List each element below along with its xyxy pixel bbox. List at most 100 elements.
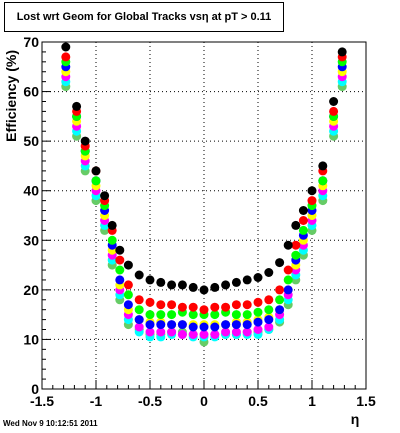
data-point [264, 315, 274, 325]
data-point [231, 277, 241, 287]
x-tick-label: -0.5 [138, 393, 162, 409]
data-points [61, 42, 347, 347]
y-tick-label: 50 [23, 133, 39, 149]
data-point [72, 101, 82, 111]
data-point [275, 295, 285, 305]
data-point [242, 310, 252, 320]
data-point [283, 240, 293, 250]
data-point [329, 106, 339, 116]
data-point [210, 322, 220, 332]
data-point [231, 320, 241, 330]
data-point [242, 275, 252, 285]
data-point [242, 320, 252, 330]
data-point [199, 305, 209, 315]
y-tick-label: 30 [23, 232, 39, 248]
data-point [115, 255, 125, 265]
data-point [156, 320, 166, 330]
data-point [221, 302, 231, 312]
data-point [188, 330, 198, 339]
data-point [167, 280, 177, 290]
data-point [253, 307, 263, 317]
data-point [145, 327, 155, 337]
y-tick-label: 60 [23, 84, 39, 100]
y-tick-label: 20 [23, 282, 39, 298]
data-point [134, 322, 144, 332]
data-point [177, 320, 187, 330]
data-point [283, 285, 293, 295]
data-point [242, 300, 252, 310]
x-tick-label: 0 [200, 393, 208, 409]
data-point [210, 282, 220, 292]
data-point [307, 196, 317, 206]
data-point [253, 273, 263, 282]
data-point [61, 42, 71, 52]
data-point [145, 310, 155, 320]
y-tick-label: 40 [23, 183, 39, 199]
data-point [210, 330, 220, 339]
data-point [264, 268, 274, 277]
data-point [253, 297, 263, 307]
data-point [156, 310, 166, 320]
data-point [177, 302, 187, 312]
data-point [253, 325, 263, 334]
data-point [188, 310, 198, 320]
data-point [264, 322, 274, 332]
data-point [107, 220, 117, 230]
data-point [199, 330, 209, 339]
tick-labels: -1.5 -1 -0.5 0 0.5 1 1.5 0 10 20 30 40 50 60 70 [23, 34, 376, 409]
data-point [167, 310, 177, 320]
y-tick-label: 0 [31, 381, 39, 397]
data-point [115, 275, 125, 285]
data-point [275, 305, 285, 315]
y-tick-label: 70 [23, 34, 39, 50]
data-point [134, 295, 144, 305]
data-point [167, 320, 177, 330]
axis-ticks [41, 41, 367, 390]
data-point [156, 300, 166, 310]
data-point [188, 322, 198, 332]
data-point [337, 47, 347, 57]
data-point [264, 305, 274, 315]
data-point [329, 97, 339, 106]
data-point [298, 225, 308, 235]
data-point [145, 275, 155, 285]
data-point [275, 258, 285, 268]
data-point [145, 297, 155, 307]
x-tick-label: 0.5 [248, 393, 268, 409]
data-point [123, 280, 133, 290]
data-point [167, 327, 177, 337]
data-point [134, 315, 144, 325]
timestamp-footer: Wed Nov 9 10:12:51 2011 [3, 419, 98, 428]
data-point [115, 245, 125, 255]
data-point [156, 277, 166, 287]
data-point [275, 285, 285, 295]
data-point [298, 206, 308, 215]
data-point [221, 320, 231, 330]
data-point [177, 280, 187, 290]
x-tick-label: -1 [90, 393, 103, 409]
x-axis-label: η [351, 411, 360, 427]
data-point [188, 302, 198, 312]
data-point [123, 260, 133, 270]
y-tick-label: 10 [23, 331, 39, 347]
data-point [134, 305, 144, 315]
data-point [291, 240, 301, 250]
data-point [210, 310, 220, 320]
data-point [231, 327, 241, 337]
x-tick-label: 1.5 [356, 393, 376, 409]
data-point [188, 282, 198, 292]
data-point [123, 290, 133, 300]
data-point [231, 310, 241, 320]
data-point [210, 302, 220, 312]
data-point [298, 216, 308, 225]
data-point [291, 250, 301, 260]
data-point [199, 322, 209, 332]
data-point [91, 176, 101, 186]
data-point [123, 300, 133, 310]
chart-title: Lost wrt Geom for Global Tracks vsη at p… [4, 2, 284, 32]
x-tick-label: -1.5 [30, 393, 54, 409]
data-point [199, 285, 209, 295]
data-point [283, 265, 293, 275]
data-point [283, 275, 293, 285]
